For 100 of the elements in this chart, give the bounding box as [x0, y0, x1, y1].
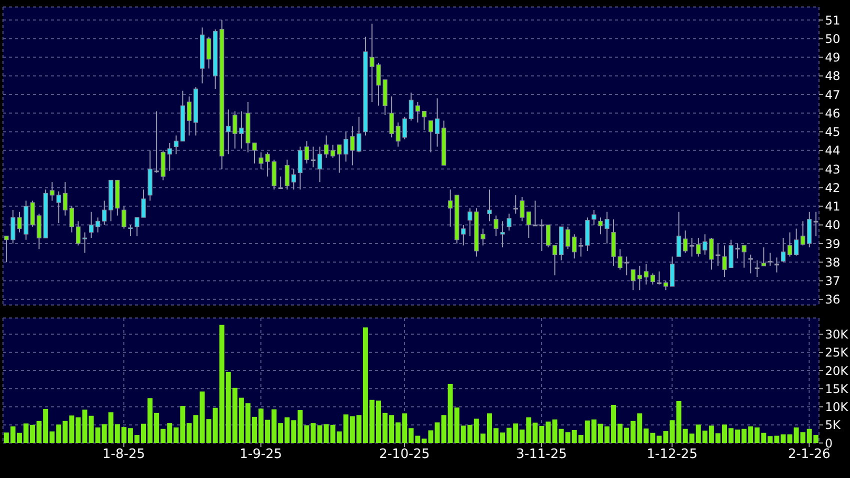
- candlestick: [787, 232, 792, 258]
- candlestick: [226, 108, 231, 155]
- candlestick: [513, 194, 518, 214]
- y-tick-label: 51: [825, 13, 840, 28]
- y-tick-label: 40: [825, 218, 840, 232]
- candlestick: [50, 182, 54, 202]
- candlestick: [310, 146, 316, 168]
- candlestick: [284, 159, 290, 190]
- y-tick-label: 37: [825, 274, 840, 288]
- x-tick-label: 2-10-25: [379, 447, 430, 462]
- candlestick: [415, 101, 420, 123]
- candlestick: [122, 206, 126, 230]
- candlestick: [56, 190, 61, 224]
- candlestick: [644, 264, 648, 286]
- candlestick: [656, 270, 662, 286]
- candlestick: [572, 234, 577, 259]
- candlestick: [206, 36, 212, 69]
- y-tick-label: 38: [825, 255, 840, 270]
- candlestick: [814, 211, 818, 237]
- candlestick: [82, 232, 88, 254]
- candlestick: [768, 252, 773, 266]
- candlestick: [304, 140, 310, 164]
- candlestick: [539, 218, 544, 252]
- y-tick-label: 42: [825, 180, 840, 195]
- candlestick: [337, 144, 342, 174]
- candlestick: [624, 256, 629, 276]
- candlestick: [663, 280, 668, 291]
- candlestick: [650, 272, 656, 286]
- candlestick: [487, 189, 492, 222]
- y-tick-label: 15K: [825, 382, 850, 396]
- candlestick: [62, 182, 68, 216]
- candlestick: [754, 260, 760, 278]
- candlestick: [174, 135, 178, 155]
- x-tick-label: 2-1-26: [788, 447, 830, 462]
- candlestick: [676, 211, 682, 258]
- candlestick: [76, 220, 81, 246]
- candlestick: [96, 216, 100, 233]
- candlestick: [794, 228, 799, 256]
- candlestick: [494, 215, 498, 237]
- y-tick-label: 46: [825, 106, 840, 120]
- candlestick: [330, 144, 336, 158]
- y-tick-label: 36: [825, 292, 840, 307]
- candlestick: [742, 244, 746, 268]
- y-tick-label: 25K: [825, 346, 850, 360]
- y-tick-label: 45: [825, 125, 840, 140]
- candlestick: [154, 110, 159, 174]
- candlestick: [461, 224, 466, 246]
- y-tick-label: 49: [825, 50, 840, 65]
- y-tick-label: 10K: [825, 400, 850, 414]
- candlestick: [520, 196, 524, 222]
- candlestick: [186, 96, 192, 136]
- candlestick: [774, 257, 780, 273]
- candlestick: [389, 96, 394, 138]
- candlestick: [592, 210, 596, 226]
- candlestick: [434, 98, 440, 148]
- x-tick-label: 1-8-25: [102, 447, 145, 462]
- candlestick: [683, 230, 688, 254]
- candlestick: [637, 265, 642, 291]
- y-tick-label: 20K: [825, 364, 850, 378]
- candlestick: [350, 126, 355, 166]
- candlestick: [670, 256, 675, 287]
- y-tick-label: 44: [825, 144, 840, 158]
- candlestick: [324, 135, 329, 158]
- y-tick-label: 5K: [825, 418, 842, 432]
- candlestick: [232, 110, 238, 150]
- x-tick-label: 3-11-25: [516, 447, 567, 462]
- y-tick-label: 30K: [825, 328, 850, 342]
- candlestick: [696, 237, 701, 258]
- candlestick: [690, 237, 694, 258]
- y-tick-label: 41: [825, 200, 840, 214]
- candlestick: [630, 269, 636, 291]
- candlestick: [36, 213, 42, 250]
- candlestick: [128, 224, 133, 237]
- y-tick-label: 48: [825, 69, 840, 84]
- candlestick: [89, 211, 94, 238]
- candlestick: [344, 131, 348, 162]
- candlestick: [422, 110, 427, 130]
- candlestick: [578, 237, 584, 258]
- candlestick: [780, 237, 786, 263]
- candlestick: [278, 176, 283, 190]
- candlestick: [552, 244, 558, 276]
- candlestick: [102, 200, 107, 226]
- candlestick: [291, 168, 296, 190]
- candlestick: [428, 120, 434, 153]
- candlestick: [506, 213, 512, 231]
- candlestick: [356, 116, 362, 153]
- candlestick: [566, 226, 570, 250]
- candlestick: [396, 122, 400, 148]
- y-tick-label: 39: [825, 236, 840, 251]
- candlestick: [748, 254, 753, 274]
- candlestick: [526, 211, 531, 238]
- y-tick-label: 50: [825, 32, 840, 46]
- x-tick-label: 1-9-25: [240, 447, 282, 462]
- candlestick: [402, 116, 407, 140]
- candlestick: [800, 220, 806, 246]
- candlestick: [298, 146, 302, 190]
- candlestick: [448, 189, 453, 228]
- y-tick-label: 47: [825, 88, 840, 102]
- candlestick: [167, 142, 172, 172]
- candlestick: [408, 92, 414, 122]
